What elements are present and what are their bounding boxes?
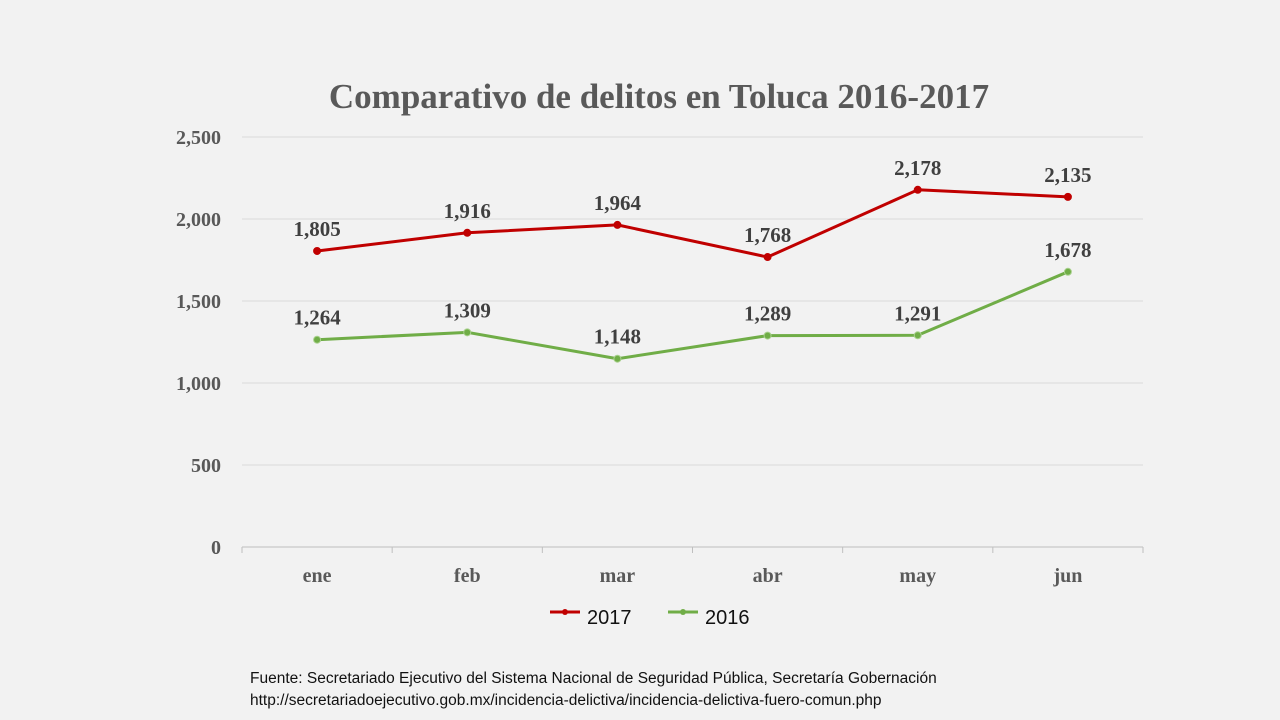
data-label: 1,264 (293, 306, 341, 330)
data-label: 1,309 (444, 298, 491, 322)
data-label: 1,148 (594, 325, 641, 349)
data-point (1063, 267, 1072, 276)
data-point (763, 253, 772, 262)
data-point (1063, 192, 1072, 201)
y-tick-label: 1,500 (176, 291, 221, 313)
legend-marker-icon (680, 609, 686, 615)
x-tick-label: feb (454, 565, 481, 587)
data-label: 2,135 (1044, 163, 1091, 187)
legend-marker-icon (562, 609, 568, 615)
data-label: 1,289 (744, 302, 791, 326)
chart-title: Comparativo de delitos en Toluca 2016-20… (329, 77, 989, 116)
source-url: http://secretariadoejecutivo.gob.mx/inci… (250, 692, 882, 709)
x-tick-label: jun (1052, 565, 1082, 587)
x-tick-label: ene (303, 565, 332, 587)
legend-label: 2016 (705, 607, 750, 629)
data-label: 1,964 (594, 191, 642, 215)
data-label: 1,291 (894, 301, 941, 325)
series-line (317, 270, 1069, 361)
legend-item-2017: 2017 (550, 607, 632, 629)
data-label: 2,178 (894, 156, 941, 180)
data-point (313, 335, 322, 344)
data-point (463, 228, 472, 237)
data-point (913, 185, 922, 194)
source-line: Fuente: Secretariado Ejecutivo del Siste… (250, 670, 937, 687)
data-point (463, 328, 472, 337)
data-label: 1,768 (744, 223, 791, 247)
data-label: 1,678 (1044, 238, 1091, 262)
data-point (913, 331, 922, 340)
series-line (316, 188, 1068, 259)
x-tick-label: abr (753, 565, 783, 587)
y-tick-label: 0 (211, 537, 221, 559)
y-tick-label: 500 (191, 455, 221, 477)
y-tick-label: 2,000 (176, 209, 221, 231)
data-point (613, 354, 622, 363)
source-note: Fuente: Secretariado Ejecutivo del Siste… (250, 668, 937, 712)
legend-label: 2017 (587, 607, 632, 629)
y-tick-label: 2,500 (176, 127, 221, 149)
data-point (313, 246, 322, 255)
data-label: 1,916 (444, 199, 491, 223)
series-2016: 1,264 1,309 1,148 1,289 1,291 1,678 (293, 238, 1092, 363)
data-point (613, 220, 622, 229)
data-point (763, 331, 772, 340)
series-2017: 1,805 1,916 1,964 1,768 2,178 2,135 (293, 156, 1092, 262)
y-tick-label: 1,000 (176, 373, 221, 395)
x-tick-label: may (899, 565, 936, 587)
legend-item-2016: 2016 (668, 607, 750, 629)
data-label: 1,805 (293, 217, 340, 241)
x-tick-label: mar (600, 565, 636, 587)
